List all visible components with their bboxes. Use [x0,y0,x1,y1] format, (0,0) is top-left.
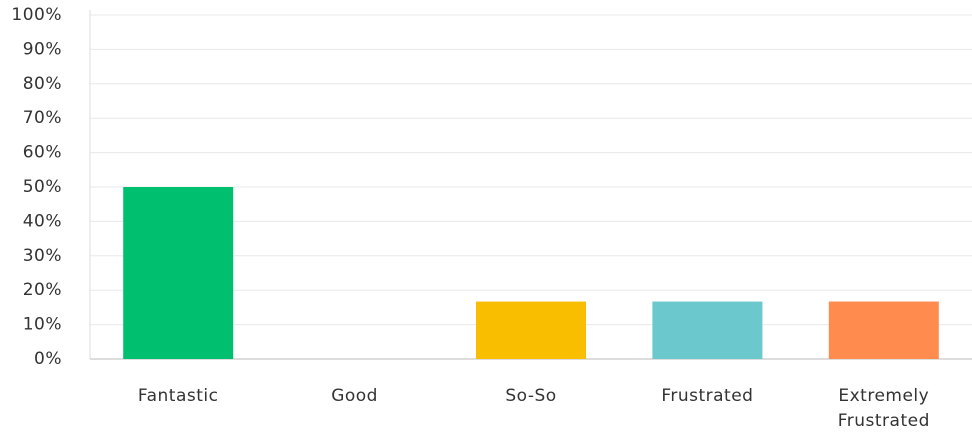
y-tick-label: 50% [23,177,62,197]
y-tick-label: 40% [23,211,62,231]
y-tick-label: 90% [23,39,62,59]
y-tick-label: 0% [34,349,62,369]
x-tick-label: So-So [505,386,557,406]
y-tick-label: 70% [23,108,62,128]
x-tick-label: Frustrated [661,386,754,406]
x-tick-label: Extremely Frustrated [837,386,930,431]
y-tick-label: 30% [23,246,62,266]
y-tick-label: 60% [23,143,62,163]
y-tick-label: 80% [23,74,62,94]
y-tick-label: 10% [23,315,62,335]
bar [123,187,234,359]
x-tick-label: Fantastic [137,386,219,406]
bar [476,301,586,359]
y-tick-label: 20% [23,280,62,300]
bar [652,301,763,359]
y-tick-label: 100% [11,5,62,25]
bar [828,301,939,359]
x-tick-label: Good [331,386,378,406]
